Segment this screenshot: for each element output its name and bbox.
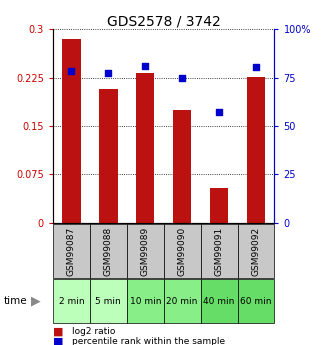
Text: percentile rank within the sample: percentile rank within the sample bbox=[72, 337, 225, 345]
Bar bbox=[164, 279, 201, 323]
Text: ▶: ▶ bbox=[30, 295, 40, 307]
Text: 40 min: 40 min bbox=[204, 296, 235, 306]
Text: GSM99091: GSM99091 bbox=[214, 226, 224, 276]
Point bbox=[253, 64, 258, 70]
Bar bbox=[53, 279, 90, 323]
Bar bbox=[136, 73, 154, 223]
Text: 20 min: 20 min bbox=[167, 296, 198, 306]
Bar bbox=[164, 224, 201, 278]
Bar bbox=[238, 279, 274, 323]
Text: GSM99089: GSM99089 bbox=[141, 226, 150, 276]
Text: log2 ratio: log2 ratio bbox=[72, 327, 116, 336]
Bar bbox=[62, 39, 81, 223]
Bar bbox=[90, 279, 127, 323]
Bar bbox=[201, 224, 238, 278]
Text: ■: ■ bbox=[53, 337, 67, 345]
Point bbox=[69, 68, 74, 73]
Text: GSM99090: GSM99090 bbox=[178, 226, 187, 276]
Bar bbox=[210, 188, 228, 223]
Text: 5 min: 5 min bbox=[95, 296, 121, 306]
Text: GSM99087: GSM99087 bbox=[67, 226, 76, 276]
Bar bbox=[53, 224, 90, 278]
Bar bbox=[90, 224, 127, 278]
Bar bbox=[127, 279, 164, 323]
Bar bbox=[238, 224, 274, 278]
Text: 10 min: 10 min bbox=[129, 296, 161, 306]
Point bbox=[143, 63, 148, 69]
Bar bbox=[173, 110, 191, 223]
Title: GDS2578 / 3742: GDS2578 / 3742 bbox=[107, 14, 221, 28]
Text: GSM99092: GSM99092 bbox=[251, 226, 261, 276]
Bar bbox=[127, 224, 164, 278]
Bar bbox=[99, 89, 117, 223]
Point bbox=[179, 75, 185, 80]
Point bbox=[216, 110, 221, 115]
Text: GSM99088: GSM99088 bbox=[104, 226, 113, 276]
Text: 2 min: 2 min bbox=[59, 296, 84, 306]
Text: time: time bbox=[3, 296, 27, 306]
Text: 60 min: 60 min bbox=[240, 296, 272, 306]
Bar bbox=[247, 77, 265, 223]
Point bbox=[106, 70, 111, 76]
Text: ■: ■ bbox=[53, 327, 67, 337]
Bar bbox=[201, 279, 238, 323]
